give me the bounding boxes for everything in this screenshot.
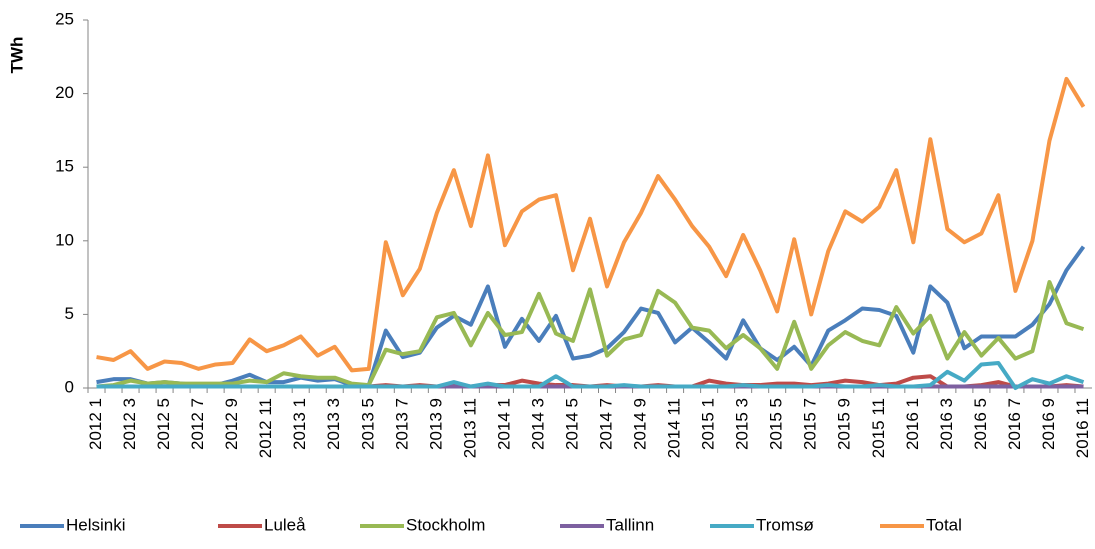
y-tick-label: 5 [65, 304, 74, 323]
legend-label: Tromsø [756, 515, 814, 534]
x-tick-label: 2016 7 [1005, 398, 1024, 450]
x-tick-label: 2012 7 [188, 398, 207, 450]
x-tick-label: 2013 9 [426, 398, 445, 450]
x-tick-label: 2015 7 [801, 398, 820, 450]
x-tick-label: 2014 7 [597, 398, 616, 450]
x-tick-label: 2012 1 [86, 398, 105, 450]
x-tick-label: 2013 1 [290, 398, 309, 450]
x-tick-label: 2016 3 [937, 398, 956, 450]
y-tick-label: 0 [65, 377, 74, 396]
x-tick-label: 2012 3 [120, 398, 139, 450]
line-series [96, 280, 1085, 389]
legend-label: Total [926, 515, 962, 534]
y-tick-label: 20 [55, 83, 74, 102]
x-tick-label: 2015 3 [733, 398, 752, 450]
x-tick-label: 2015 5 [767, 398, 786, 450]
line-series [96, 76, 1086, 373]
legend-label: Helsinki [66, 515, 126, 534]
x-tick-label: 2016 5 [971, 398, 990, 450]
x-tick-label: 2016 11 [1073, 398, 1092, 458]
y-tick-label: 10 [55, 230, 74, 249]
x-tick-label: 2015 9 [835, 398, 854, 450]
legend-label: Luleå [264, 515, 306, 534]
x-tick-label: 2013 5 [358, 398, 377, 450]
x-tick-label: 2012 11 [256, 398, 275, 458]
line-series [96, 360, 1085, 390]
x-tick-label: 2016 1 [903, 398, 922, 450]
line-series [96, 245, 1086, 388]
x-tick-label: 2012 5 [154, 398, 173, 450]
legend-label: Stockholm [406, 515, 485, 534]
y-axis-label: TWh [7, 37, 26, 74]
y-tick-label: 15 [55, 157, 74, 176]
x-tick-label: 2014 5 [562, 398, 581, 450]
x-tick-label: 2014 9 [631, 398, 650, 450]
x-tick-label: 2015 1 [699, 398, 718, 450]
x-tick-label: 2013 3 [324, 398, 343, 450]
legend-label: Tallinn [606, 515, 654, 534]
x-tick-label: 2012 9 [222, 398, 241, 450]
x-tick-label: 2016 9 [1039, 398, 1058, 450]
y-tick-label: 25 [55, 9, 74, 28]
x-tick-label: 2015 11 [869, 398, 888, 458]
x-tick-label: 2014 11 [665, 398, 684, 458]
x-tick-label: 2013 11 [460, 398, 479, 458]
x-tick-label: 2014 3 [528, 398, 547, 450]
x-tick-label: 2013 7 [392, 398, 411, 450]
x-tick-label: 2014 1 [494, 398, 513, 450]
